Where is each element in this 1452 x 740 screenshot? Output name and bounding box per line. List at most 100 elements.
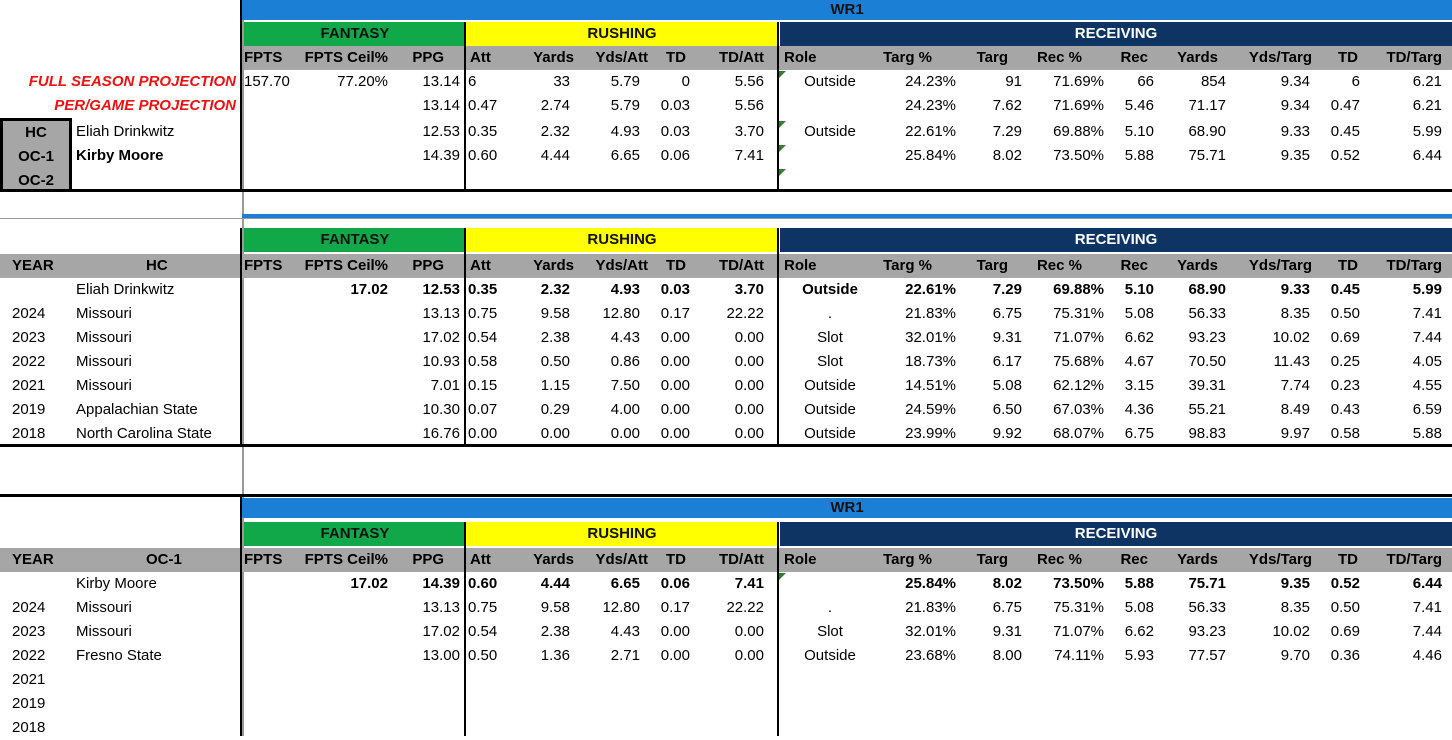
hc-row-1-cell-3[interactable]: 0.54 [468,329,498,346]
top-row-0-cell-7[interactable]: 5.56 [734,73,764,90]
hc-summary-cell-14[interactable]: 9.33 [1280,281,1310,298]
oc-summary-cell-6[interactable]: 0.06 [660,575,690,592]
top-row-3-cell-10[interactable]: 8.02 [992,147,1022,164]
hc-col-header-7[interactable]: TD/Att [719,257,764,274]
oc-col-header-6[interactable]: TD [666,551,686,568]
hc-row-0-cell-11[interactable]: 75.31% [1053,305,1104,322]
hc-row-5-cell-3[interactable]: 0.00 [468,425,498,442]
hc-team-1[interactable]: Missouri [76,329,132,346]
hc-row-0-cell-5[interactable]: 12.80 [602,305,640,322]
top-row-0-cell-6[interactable]: 0 [681,73,690,90]
hc-team-3[interactable]: Missouri [76,377,132,394]
top-row-1-cell-0[interactable] [244,94,300,118]
oc-row-5-cell-14[interactable] [1226,716,1310,740]
hc-row-0-cell-13[interactable]: 56.33 [1188,305,1226,322]
oc-year-0[interactable]: 2024 [12,599,46,616]
oc-row-1-cell-7[interactable]: 0.00 [734,623,764,640]
oc-col-header-0[interactable]: FPTS [244,551,283,568]
oc-row-3-cell-2[interactable] [388,668,460,692]
oc-row-1-cell-11[interactable]: 71.07% [1053,623,1104,640]
hc-col-header-11[interactable]: Rec % [1036,257,1082,274]
top-row-3-cell-2[interactable]: 14.39 [422,147,460,164]
top-row-3-cell-16[interactable]: 6.44 [1412,147,1442,164]
hc-row-4-cell-11[interactable]: 67.03% [1053,401,1104,418]
top-row-2-cell-1[interactable] [300,120,388,144]
top-col-header-13[interactable]: Yards [1177,49,1218,66]
top-row-2-cell-0[interactable] [244,120,300,144]
oc-row-1-cell-3[interactable]: 0.54 [468,623,498,640]
hc-row-5-cell-7[interactable]: 0.00 [734,425,764,442]
hc-row-4-cell-2[interactable]: 10.30 [422,401,460,418]
top-row-2-cell-8[interactable]: Outside [804,123,856,140]
oc-row-5-cell-9[interactable] [878,716,956,740]
hc-row-2-cell-1[interactable] [300,350,388,374]
top-row-1-cell-6[interactable]: 0.03 [660,97,690,114]
oc-row-1-cell-16[interactable]: 7.44 [1412,623,1442,640]
hc-row-4-cell-10[interactable]: 6.50 [992,401,1022,418]
hc-year-0[interactable]: 2024 [12,305,46,322]
staff-label-1[interactable]: OC-1 [18,148,54,165]
oc-summary-cell-14[interactable]: 9.35 [1280,575,1310,592]
oc-row-2-cell-3[interactable]: 0.50 [468,647,498,664]
hc-row-2-cell-0[interactable] [244,350,300,374]
hc-row-3-cell-0[interactable] [244,374,300,398]
oc-year-1[interactable]: 2023 [12,623,46,640]
oc-row-4-cell-0[interactable] [244,692,300,716]
oc-year-3[interactable]: 2021 [12,671,46,688]
oc-col-header-16[interactable]: TD/Targ [1386,551,1442,568]
hc-row-4-cell-5[interactable]: 4.00 [610,401,640,418]
hc-col-header-9[interactable]: Targ % [883,257,932,274]
top-row-2-cell-16[interactable]: 5.99 [1412,123,1442,140]
hc-row-0-cell-4[interactable]: 9.58 [540,305,570,322]
hc-row-0-cell-2[interactable]: 13.13 [422,305,460,322]
top-row-2-cell-5[interactable]: 4.93 [610,123,640,140]
hc-team-0[interactable]: Missouri [76,305,132,322]
top-row-0-cell-13[interactable]: 854 [1200,73,1226,90]
top-row-2-cell-14[interactable]: 9.33 [1280,123,1310,140]
hc-row-5-cell-9[interactable]: 23.99% [905,425,956,442]
oc-row-0-cell-3[interactable]: 0.75 [468,599,498,616]
top-row-3-cell-0[interactable] [244,144,300,168]
top-row-1-cell-7[interactable]: 5.56 [734,97,764,114]
oc-row-3-cell-14[interactable] [1226,668,1310,692]
oc-row-1-cell-6[interactable]: 0.00 [660,623,690,640]
oc-row-1-cell-12[interactable]: 6.62 [1124,623,1154,640]
hc-row-2-cell-5[interactable]: 0.86 [610,353,640,370]
oc-row-3-cell-1[interactable] [300,668,388,692]
hc-row-0-cell-15[interactable]: 0.50 [1330,305,1360,322]
top-row-2-cell-12[interactable]: 5.10 [1124,123,1154,140]
hc-row-0-cell-6[interactable]: 0.17 [660,305,690,322]
oc-row-0-cell-9[interactable]: 21.83% [905,599,956,616]
top-row-1-cell-5[interactable]: 5.79 [610,97,640,114]
hc-row-1-cell-10[interactable]: 9.31 [992,329,1022,346]
hc-row-2-cell-16[interactable]: 4.05 [1412,353,1442,370]
hc-row-3-cell-7[interactable]: 0.00 [734,377,764,394]
oc-row-3-cell-13[interactable] [1154,668,1226,692]
oc-col-header-9[interactable]: Targ % [883,551,932,568]
oc-row-1-cell-1[interactable] [300,620,388,644]
oc-row-2-cell-15[interactable]: 0.36 [1330,647,1360,664]
oc-row-2-cell-10[interactable]: 8.00 [992,647,1022,664]
hc-col-header-3[interactable]: Att [470,257,491,274]
hc-row-4-cell-8[interactable]: Outside [804,401,856,418]
top-col-header-5[interactable]: Yds/Att [595,49,649,66]
top-row-2-cell-7[interactable]: 3.70 [734,123,764,140]
top-col-header-2[interactable]: PPG [412,49,444,66]
oc-row-3-cell-7[interactable] [690,668,764,692]
hc-year-header[interactable]: YEAR [12,257,54,274]
oc-year-2[interactable]: 2022 [12,647,46,664]
hc-summary-cell-1[interactable]: 17.02 [350,281,388,298]
hc-row-2-cell-13[interactable]: 70.50 [1188,353,1226,370]
oc-row-0-cell-15[interactable]: 0.50 [1330,599,1360,616]
hc-summary-cell-15[interactable]: 0.45 [1330,281,1360,298]
oc-summary-cell-1[interactable]: 17.02 [350,575,388,592]
oc-row-2-cell-0[interactable] [244,644,300,668]
oc-team-1[interactable]: Missouri [76,623,132,640]
staff-label-0[interactable]: HC [25,124,47,141]
hc-col-header-4[interactable]: Yards [533,257,574,274]
oc-row-4-cell-15[interactable] [1310,692,1360,716]
top-row-3-cell-15[interactable]: 0.52 [1330,147,1360,164]
oc-row-2-cell-14[interactable]: 9.70 [1280,647,1310,664]
top-row-3-cell-7[interactable]: 7.41 [734,147,764,164]
hc-year-5[interactable]: 2018 [12,425,46,442]
